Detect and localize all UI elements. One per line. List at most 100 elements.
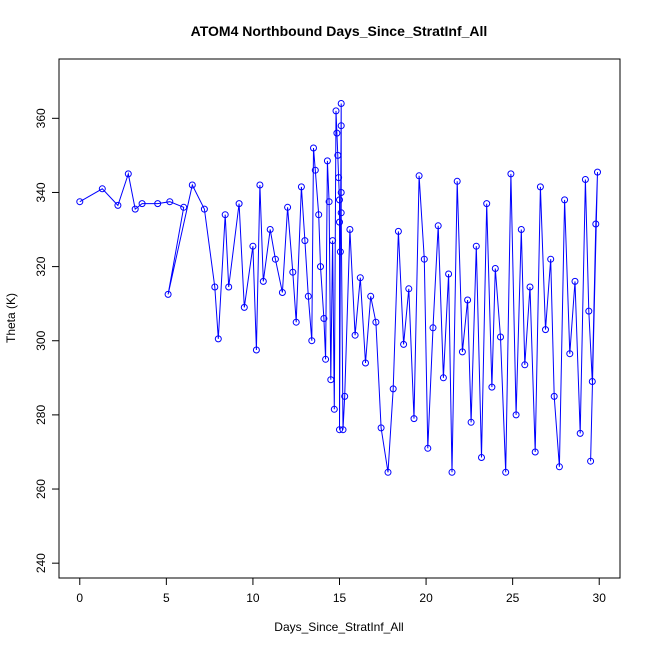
data-point <box>576 429 584 437</box>
data-point <box>180 203 188 211</box>
data-point <box>337 189 345 196</box>
data-point <box>561 196 569 204</box>
y-tick-label: 320 <box>34 256 48 276</box>
data-point <box>517 226 525 233</box>
data-point <box>592 220 600 228</box>
data-point <box>225 283 233 291</box>
data-point <box>211 283 219 291</box>
data-point <box>333 129 341 137</box>
data-point <box>114 201 122 209</box>
data-point <box>336 248 344 256</box>
data-point <box>594 168 601 176</box>
x-tick-label: 10 <box>246 591 260 605</box>
data-point <box>478 454 485 461</box>
data-point <box>271 255 279 263</box>
data-point <box>424 444 432 452</box>
data-point <box>400 340 408 348</box>
data-point <box>337 209 345 217</box>
data-point <box>240 303 248 311</box>
x-tick-label: 25 <box>506 591 520 605</box>
data-point <box>394 227 402 235</box>
data-point <box>555 463 563 471</box>
data-point <box>252 346 260 354</box>
data-point <box>362 359 369 367</box>
x-tick-label: 0 <box>76 591 83 605</box>
data-point <box>327 376 335 384</box>
data-point <box>384 468 392 476</box>
data-point <box>337 122 345 130</box>
y-tick-label: 240 <box>34 553 48 573</box>
data-point <box>214 335 222 343</box>
data-point <box>464 296 472 304</box>
x-tick-label: 20 <box>419 591 433 605</box>
data-point <box>526 283 534 291</box>
y-tick-label: 340 <box>34 182 48 202</box>
data-point <box>507 170 515 178</box>
data-point <box>304 292 312 300</box>
data-point <box>405 285 413 293</box>
data-point <box>336 218 343 226</box>
data-point <box>472 242 480 250</box>
data-point <box>550 392 558 400</box>
data-point <box>445 270 453 278</box>
data-point <box>491 265 499 272</box>
data-point <box>329 237 337 245</box>
data-point <box>497 333 504 341</box>
data-point <box>256 181 264 189</box>
data-point <box>266 226 274 233</box>
data-point <box>322 355 330 363</box>
data-point <box>547 255 555 263</box>
series-line <box>79 103 598 473</box>
data-point <box>467 418 475 426</box>
data-point <box>341 392 349 400</box>
data-point <box>439 374 447 382</box>
data-point <box>346 226 354 233</box>
data-point <box>429 324 437 332</box>
data-point <box>336 196 343 204</box>
data-point <box>259 277 267 285</box>
data-point <box>235 200 243 208</box>
data-point <box>297 183 305 191</box>
data-point <box>284 203 292 211</box>
data-point <box>521 361 529 369</box>
data-point <box>98 185 106 193</box>
data-point <box>581 176 589 183</box>
data-point <box>330 405 338 413</box>
data-point <box>531 448 539 456</box>
data-point <box>483 200 491 208</box>
data-point <box>311 166 319 174</box>
data-point <box>502 468 510 476</box>
data-point <box>372 318 380 326</box>
data-point <box>124 170 132 178</box>
data-point <box>587 457 595 465</box>
data-point <box>76 198 84 206</box>
data-point <box>292 318 300 326</box>
data-point <box>310 144 317 152</box>
data-point <box>200 205 208 213</box>
data-point <box>278 289 286 296</box>
data-point <box>488 383 496 391</box>
y-tick-label: 300 <box>34 330 48 350</box>
data-point <box>323 157 331 165</box>
data-point <box>188 181 196 189</box>
data-point <box>308 337 316 345</box>
data-point <box>453 177 461 185</box>
data-point <box>337 100 345 107</box>
x-tick-label: 15 <box>333 591 347 605</box>
data-layer <box>76 100 601 476</box>
data-point <box>356 274 364 282</box>
data-point <box>339 426 347 434</box>
data-point <box>154 200 162 208</box>
data-point <box>410 415 418 423</box>
y-tick-label: 260 <box>34 479 48 499</box>
x-tick-label: 30 <box>593 591 607 605</box>
y-tick-label: 360 <box>34 108 48 128</box>
data-point <box>138 200 146 208</box>
data-point <box>320 315 328 322</box>
data-point <box>335 174 343 182</box>
data-point <box>512 411 520 419</box>
data-point <box>317 263 324 271</box>
data-point <box>434 222 442 230</box>
data-point <box>315 211 323 219</box>
